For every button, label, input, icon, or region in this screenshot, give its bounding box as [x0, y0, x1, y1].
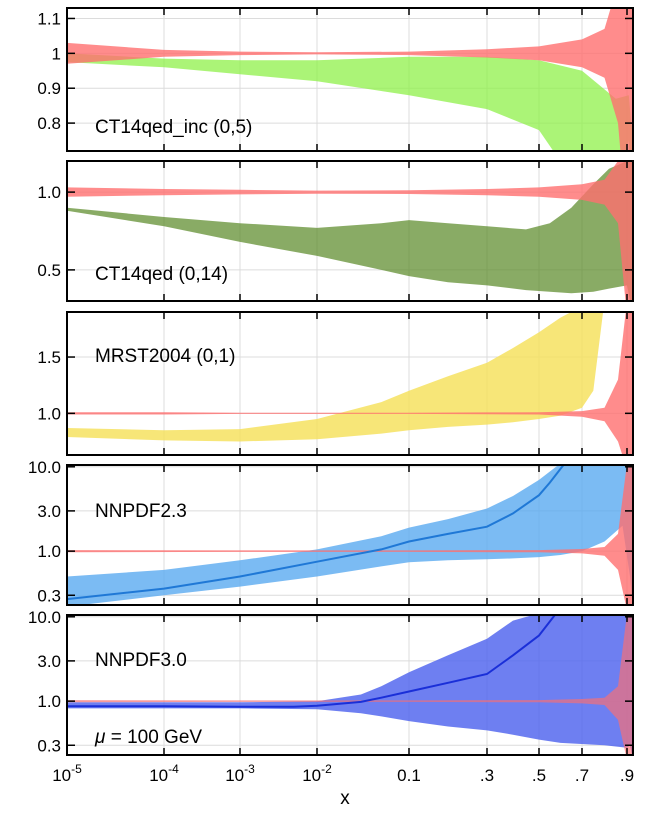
panel-label: CT14qed_inc (0,5)	[95, 117, 252, 138]
uncertainty-band-1	[67, 312, 604, 442]
y-tick-label: 0.8	[37, 114, 61, 133]
scale-value: = 100 GeV	[105, 727, 202, 748]
y-tick-label: 10.0	[28, 458, 61, 477]
y-tick-label: 1.0	[37, 692, 61, 711]
y-tick-label: 3.0	[37, 502, 61, 521]
y-tick-label: 10.0	[28, 608, 61, 627]
x-tick-labels: 10-5 10-4 10-3 10-2 0.1 .3 .5 .7 .9	[52, 762, 634, 785]
plot-area	[67, 312, 633, 455]
panel-frame	[66, 464, 634, 606]
y-tick-label: 0.3	[37, 736, 61, 755]
x-tick-label: 10-3	[225, 762, 255, 785]
panel-label: CT14qed (0,14)	[95, 264, 228, 285]
panel-3: 1.0 1.5 MRST2004 (0,1)	[37, 311, 634, 456]
panel-label: NNPDF3.0	[95, 650, 187, 671]
panel-1: 0.8 0.9 1 1.1 CT14qed_inc (0,5)	[37, 7, 634, 152]
x-tick-label: 10-4	[149, 762, 179, 785]
plot-area	[67, 465, 633, 605]
panel-label: MRST2004 (0,1)	[95, 346, 235, 367]
y-tick-label: 0.9	[37, 79, 61, 98]
y-tick-label: 1.0	[37, 542, 61, 561]
plot-area	[67, 615, 633, 755]
y-tick-label: 1.0	[37, 183, 61, 202]
y-tick-label: 3.0	[37, 652, 61, 671]
uncertainty-band-1	[67, 615, 633, 755]
panel-2: 0.5 1.0 CT14qed (0,14)	[37, 160, 634, 302]
y-tick-label: 1	[52, 44, 61, 63]
panel-frame	[66, 614, 634, 756]
uncertainty-band-1	[67, 465, 633, 605]
uncertainty-band-1	[67, 53, 633, 151]
x-tick-label: .5	[532, 766, 546, 785]
panel-label: NNPDF2.3	[95, 501, 187, 522]
panel-4: 0.3 1.0 3.0 10.0 NNPDF2.3	[28, 458, 634, 606]
scale-annotation: μ = 100 GeV	[94, 727, 202, 748]
x-tick-label: 10-2	[302, 762, 332, 785]
y-tick-label: 1.0	[37, 404, 61, 423]
x-tick-label: .7	[575, 766, 589, 785]
x-axis-title: x	[340, 788, 350, 809]
y-tick-label: 0.3	[37, 586, 61, 605]
y-tick-label: 1.1	[37, 9, 61, 28]
panel-frame	[66, 7, 634, 152]
central-value-line	[67, 615, 557, 708]
y-tick-label: 0.5	[37, 261, 61, 280]
x-tick-label: .9	[620, 766, 634, 785]
panel-5: 0.3 1.0 3.0 10.0 NNPDF3.0 μ = 100 GeV	[28, 608, 634, 756]
x-tick-label: 10-5	[52, 762, 82, 785]
central-value-line	[67, 465, 565, 601]
y-tick-label: 1.5	[37, 348, 61, 367]
panels: 0.8 0.9 1 1.1 CT14qed_inc (0,5) 0.5 1.0 CT14qed…	[28, 7, 634, 756]
x-tick-label: 0.1	[397, 766, 421, 785]
panel-frame	[66, 311, 634, 456]
x-axis: 10-5 10-4 10-3 10-2 0.1 .3 .5 .7 .9 x	[52, 762, 634, 809]
panel-frame	[66, 160, 634, 302]
uncertainty-band-1	[67, 161, 633, 301]
plot-area	[67, 161, 633, 301]
x-tick-label: .3	[480, 766, 494, 785]
mu-symbol: μ	[94, 727, 106, 748]
plot-area	[67, 8, 633, 151]
